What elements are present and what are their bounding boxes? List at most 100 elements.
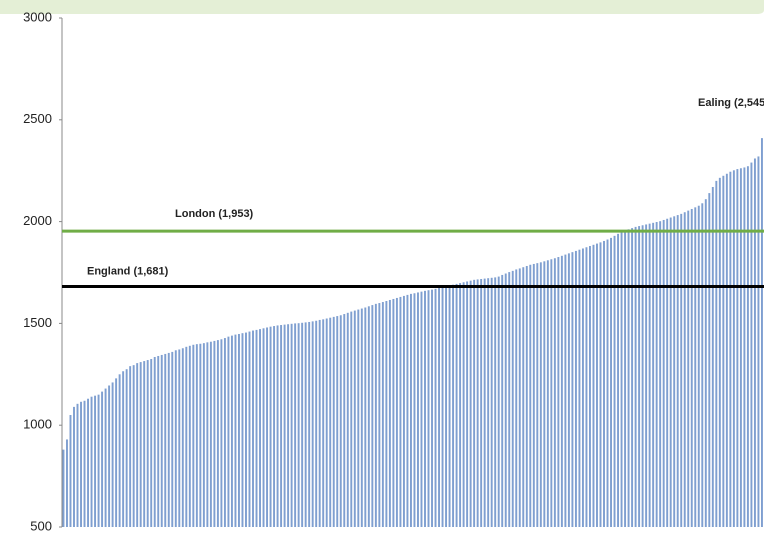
bar	[711, 186, 714, 527]
bar	[420, 291, 423, 527]
y-tick-label: 3000	[23, 9, 52, 24]
bar	[483, 278, 486, 527]
bar	[346, 312, 349, 527]
bar	[680, 213, 683, 527]
bar	[501, 274, 504, 527]
bar	[673, 216, 676, 527]
bar	[564, 254, 567, 528]
bar	[388, 299, 391, 527]
bar	[508, 272, 511, 527]
bar	[290, 323, 293, 527]
bar	[452, 284, 455, 527]
bar	[202, 343, 205, 527]
bar	[171, 351, 174, 527]
bar	[136, 363, 139, 527]
bar	[585, 247, 588, 527]
bar	[238, 333, 240, 527]
bar	[241, 333, 244, 527]
y-tick-label: 1000	[23, 417, 52, 432]
bar	[125, 369, 128, 527]
bar	[353, 310, 356, 527]
bar	[174, 350, 177, 527]
bar	[73, 406, 75, 527]
bar	[494, 277, 497, 527]
bar	[753, 158, 756, 527]
bar	[539, 262, 542, 527]
bar	[732, 170, 735, 528]
bar	[301, 322, 304, 527]
bar	[406, 294, 409, 527]
bar	[153, 356, 156, 527]
bar	[385, 301, 388, 527]
bar	[655, 222, 658, 527]
bar	[659, 221, 662, 527]
bar	[546, 260, 549, 527]
bar	[581, 248, 584, 527]
bar	[578, 249, 581, 528]
bar	[627, 229, 630, 528]
bar	[694, 207, 697, 527]
bar	[550, 259, 553, 527]
bar	[567, 253, 570, 527]
bar	[280, 325, 283, 527]
y-tick-label: 2500	[23, 111, 52, 126]
bar	[620, 231, 623, 527]
bar	[434, 288, 437, 527]
bar	[188, 345, 191, 527]
bar	[739, 168, 742, 527]
bar	[350, 311, 353, 527]
bar	[634, 226, 637, 527]
bar	[325, 318, 328, 527]
bar	[164, 353, 167, 527]
bar	[448, 285, 451, 527]
bar	[589, 246, 591, 528]
bar	[167, 352, 170, 527]
bar	[557, 257, 560, 527]
bar	[413, 293, 416, 527]
bar	[101, 391, 104, 527]
bar	[652, 222, 655, 527]
bar	[424, 290, 426, 527]
bar	[308, 321, 311, 527]
bar	[367, 306, 370, 527]
bar	[592, 244, 595, 527]
bar	[596, 243, 598, 527]
bar	[108, 385, 111, 527]
bar	[230, 335, 233, 527]
bar	[364, 307, 367, 527]
bar	[329, 317, 332, 527]
bar	[610, 237, 612, 527]
title-banner	[0, 0, 764, 14]
bar	[648, 223, 651, 528]
bar	[360, 308, 363, 527]
bar	[111, 382, 114, 527]
bar	[76, 403, 79, 527]
bar	[132, 365, 135, 527]
bar	[255, 329, 258, 527]
bar	[687, 210, 690, 528]
bar	[760, 138, 763, 527]
bar	[192, 344, 195, 527]
reference-label: London (1,953)	[175, 208, 254, 220]
y-tick-label: 1500	[23, 315, 52, 330]
bar	[259, 329, 261, 527]
bar	[518, 268, 521, 527]
bar	[571, 252, 574, 527]
bar	[487, 278, 490, 527]
bar	[266, 327, 269, 527]
bar	[638, 226, 641, 527]
bar	[227, 336, 230, 527]
bar	[160, 354, 163, 527]
bar	[480, 279, 483, 527]
bar	[525, 265, 528, 527]
bar	[399, 296, 402, 527]
bar	[297, 323, 300, 527]
bar	[729, 171, 732, 527]
bar	[287, 324, 290, 527]
bar	[104, 388, 107, 527]
bar	[466, 281, 469, 527]
bar	[641, 225, 644, 527]
bar	[62, 449, 65, 527]
bar	[395, 297, 398, 527]
